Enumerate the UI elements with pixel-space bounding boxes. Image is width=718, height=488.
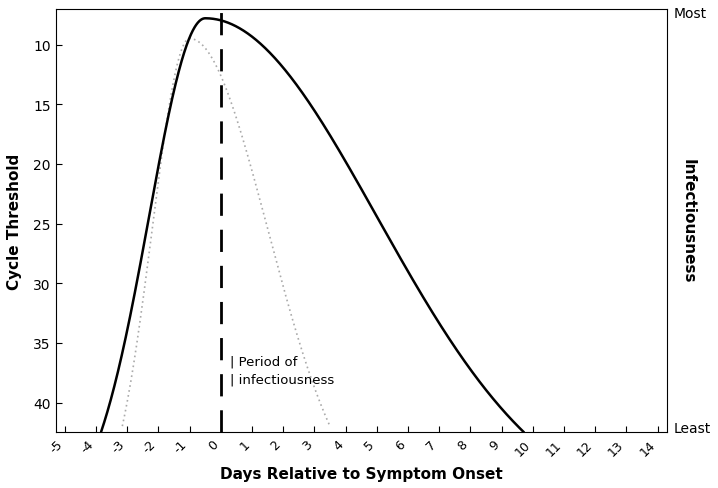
Text: Least: Least (673, 421, 711, 435)
Y-axis label: Cycle Threshold: Cycle Threshold (7, 153, 22, 289)
Y-axis label: Infectiousness: Infectiousness (681, 159, 696, 283)
Text: | Period of
| infectiousness: | Period of | infectiousness (230, 355, 335, 386)
X-axis label: Days Relative to Symptom Onset: Days Relative to Symptom Onset (220, 466, 503, 481)
Text: Most: Most (673, 7, 707, 21)
